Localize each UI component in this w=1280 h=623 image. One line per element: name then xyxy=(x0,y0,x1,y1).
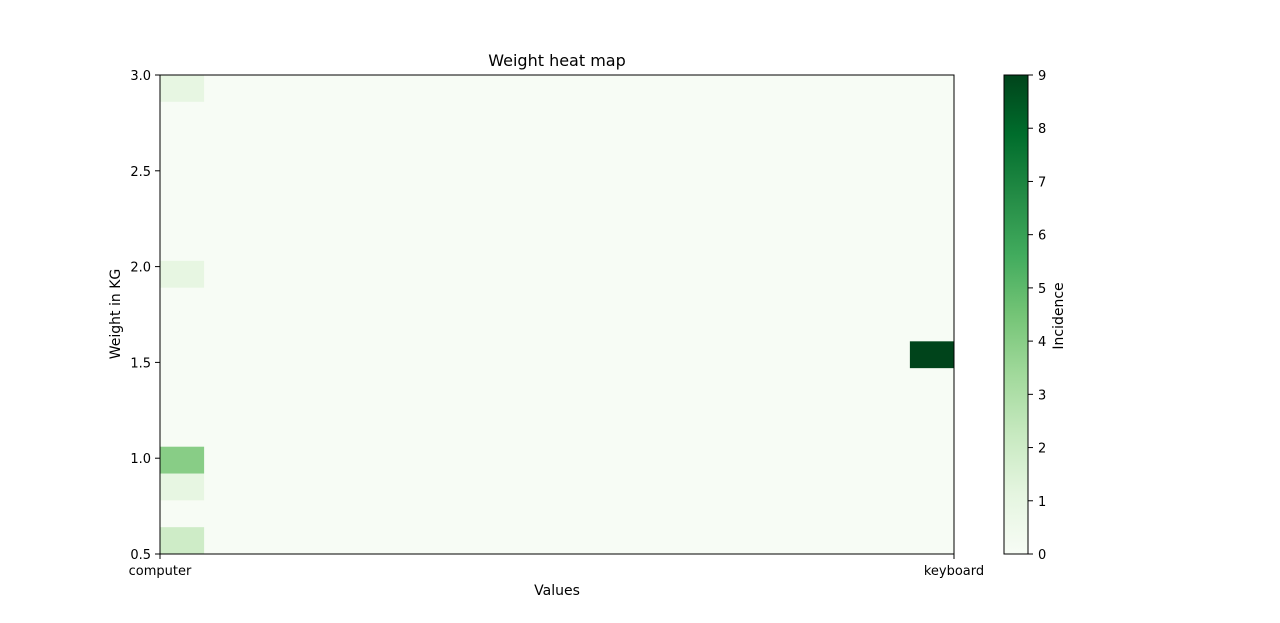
x-tick-label: keyboard xyxy=(924,564,984,579)
heatmap-cell xyxy=(909,341,954,369)
colorbar-tick-label: 3 xyxy=(1038,388,1046,403)
x-axis-label: Values xyxy=(534,583,580,599)
y-tick-label: 2.5 xyxy=(130,165,151,180)
chart-title: Weight heat map xyxy=(488,51,626,70)
heatmap-cell xyxy=(160,446,205,474)
heatmap-cell xyxy=(160,260,205,288)
plot-area xyxy=(159,74,955,555)
colorbar: 0 1 2 3 4 5 6 7 8 9 Incidence xyxy=(1003,69,1067,563)
colorbar-tick-label: 6 xyxy=(1038,229,1046,244)
heatmap-cell xyxy=(160,473,205,501)
plot-frame xyxy=(159,74,955,555)
y-axis-label: Weight in KG xyxy=(108,269,124,359)
y-tick-label: 0.5 xyxy=(130,548,151,563)
x-tick-label: computer xyxy=(129,564,192,579)
x-axis: computer keyboard xyxy=(129,554,984,579)
heatmap-cell xyxy=(160,527,205,554)
y-tick-label: 3.0 xyxy=(130,69,151,84)
colorbar-tick-label: 4 xyxy=(1038,335,1046,350)
colorbar-tick-label: 9 xyxy=(1038,69,1046,84)
colorbar-tick-label: 0 xyxy=(1038,548,1046,563)
colorbar-tick-label: 5 xyxy=(1038,282,1046,297)
colorbar-tick-label: 1 xyxy=(1038,495,1046,510)
colorbar-gradient xyxy=(1003,74,1029,555)
colorbar-tick-label: 2 xyxy=(1038,442,1046,457)
colorbar-tick-label: 8 xyxy=(1038,122,1046,137)
colorbar-label: Incidence xyxy=(1051,282,1067,349)
heatmap-cell xyxy=(160,75,205,102)
y-tick-label: 2.0 xyxy=(130,261,151,276)
plot-background xyxy=(160,75,954,554)
y-tick-label: 1.5 xyxy=(130,356,151,371)
colorbar-tick-label: 7 xyxy=(1038,175,1046,190)
y-axis: 0.5 1.0 1.5 2.0 2.5 3.0 xyxy=(130,69,160,563)
y-tick-label: 1.0 xyxy=(130,452,151,467)
